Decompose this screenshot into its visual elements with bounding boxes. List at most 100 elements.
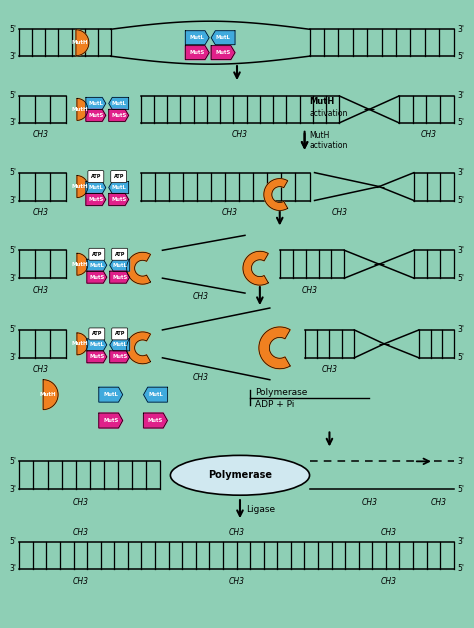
Text: CH3: CH3 [192, 291, 208, 301]
Text: 3': 3' [457, 24, 464, 34]
FancyBboxPatch shape [89, 248, 105, 260]
Text: CH3: CH3 [232, 130, 248, 139]
Polygon shape [86, 109, 106, 121]
Text: 5': 5' [10, 538, 17, 546]
Text: MutL: MutL [190, 35, 205, 40]
Text: 3': 3' [10, 485, 17, 494]
Text: Ligase: Ligase [246, 505, 275, 514]
Text: activation: activation [310, 109, 348, 118]
Text: MutL: MutL [112, 263, 127, 268]
Text: MutL: MutL [148, 392, 163, 397]
Text: CH3: CH3 [421, 130, 437, 139]
Text: MutH: MutH [72, 40, 88, 45]
Polygon shape [110, 259, 129, 271]
Text: MutS: MutS [148, 418, 163, 423]
Text: CH3: CH3 [381, 528, 397, 536]
Polygon shape [127, 252, 151, 284]
Polygon shape [243, 251, 268, 285]
Text: ATP: ATP [91, 252, 102, 257]
Polygon shape [77, 176, 88, 198]
Text: MutH: MutH [310, 97, 335, 106]
Text: ATP: ATP [113, 174, 124, 179]
Text: MutS: MutS [88, 113, 103, 118]
Polygon shape [86, 97, 106, 109]
Text: CH3: CH3 [301, 286, 318, 295]
Text: 3': 3' [457, 538, 464, 546]
Polygon shape [86, 181, 106, 193]
Text: 5': 5' [10, 24, 17, 34]
Text: 5': 5' [457, 196, 464, 205]
Polygon shape [77, 253, 88, 275]
Text: CH3: CH3 [229, 577, 245, 587]
Text: MutS: MutS [111, 113, 127, 118]
Text: CH3: CH3 [73, 497, 89, 507]
Text: MutL: MutL [90, 342, 104, 347]
Text: MutH: MutH [39, 392, 56, 397]
Text: MutL: MutL [88, 101, 103, 106]
Polygon shape [86, 193, 106, 205]
Polygon shape [77, 99, 88, 121]
Text: MutS: MutS [103, 418, 118, 423]
Text: 5': 5' [457, 354, 464, 362]
Text: 3': 3' [10, 274, 17, 283]
Text: MutS: MutS [89, 274, 104, 279]
Text: 3': 3' [457, 457, 464, 466]
Text: 3': 3' [457, 92, 464, 100]
Text: MutS: MutS [112, 274, 128, 279]
Polygon shape [77, 333, 88, 355]
Text: MutL: MutL [111, 185, 126, 190]
Polygon shape [87, 339, 107, 351]
Polygon shape [109, 193, 128, 205]
Text: 3': 3' [457, 325, 464, 335]
Text: 3': 3' [10, 51, 17, 61]
Polygon shape [211, 31, 235, 45]
Text: 5': 5' [457, 274, 464, 283]
Text: 3': 3' [457, 168, 464, 177]
Polygon shape [144, 387, 167, 402]
Text: MutH: MutH [72, 262, 89, 267]
Text: 3': 3' [10, 354, 17, 362]
Text: 5': 5' [10, 168, 17, 177]
Polygon shape [185, 31, 209, 45]
Polygon shape [110, 271, 129, 283]
Text: MutH
activation: MutH activation [310, 131, 348, 151]
Text: CH3: CH3 [229, 528, 245, 536]
Polygon shape [185, 46, 209, 60]
Ellipse shape [170, 455, 310, 495]
Polygon shape [110, 351, 129, 363]
Text: 5': 5' [457, 565, 464, 573]
Text: MutS: MutS [112, 354, 128, 359]
Polygon shape [76, 30, 89, 56]
Text: 3': 3' [457, 246, 464, 255]
Text: 5': 5' [10, 457, 17, 466]
Text: ATP: ATP [115, 332, 125, 337]
FancyBboxPatch shape [88, 171, 104, 183]
FancyBboxPatch shape [112, 248, 128, 260]
Text: CH3: CH3 [381, 577, 397, 587]
Polygon shape [144, 413, 167, 428]
Text: MutH: MutH [72, 107, 89, 112]
Text: CH3: CH3 [73, 528, 89, 536]
Text: MutS: MutS [190, 50, 205, 55]
Polygon shape [99, 413, 123, 428]
Text: MutL: MutL [90, 263, 104, 268]
Polygon shape [127, 332, 151, 364]
Text: MutH: MutH [72, 184, 89, 189]
Text: MutL: MutL [112, 342, 127, 347]
Text: 3': 3' [10, 118, 17, 127]
Polygon shape [109, 181, 128, 193]
Text: ADP + Pi: ADP + Pi [255, 400, 294, 409]
Polygon shape [87, 271, 107, 283]
Polygon shape [87, 259, 107, 271]
Text: 5': 5' [10, 325, 17, 335]
Polygon shape [211, 46, 235, 60]
Text: ATP: ATP [91, 174, 101, 179]
Polygon shape [87, 351, 107, 363]
Polygon shape [259, 327, 290, 369]
Polygon shape [43, 380, 58, 409]
Text: CH3: CH3 [33, 286, 49, 295]
Text: CH3: CH3 [321, 365, 337, 374]
Polygon shape [110, 339, 129, 351]
Polygon shape [99, 387, 123, 402]
Text: MutS: MutS [89, 354, 104, 359]
